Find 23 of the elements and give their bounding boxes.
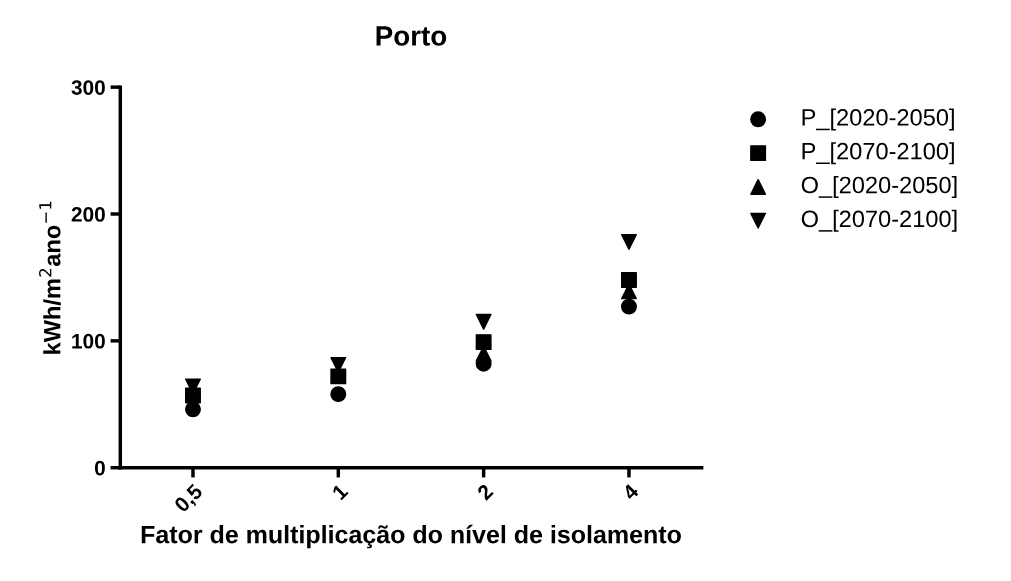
x-tick-label: 2	[476, 483, 494, 501]
y-tick-label: 0	[94, 460, 105, 476]
x-axis-title: Fator de multiplicação do nível de isolamento	[141, 524, 681, 549]
x-tick-label: 1	[331, 483, 349, 501]
y-axis-title: kWh/m$^{2}$ano$^{−1}$	[39, 201, 61, 354]
point	[620, 271, 637, 288]
y-tick-label: 300	[71, 80, 105, 95]
x-tick-label: 4	[621, 482, 640, 501]
y-tick-label: 100	[72, 333, 105, 349]
legend-label: P_[2020-2050]	[802, 108, 954, 131]
chart-title: Porto	[376, 26, 447, 46]
legend-label: O_[2070-2100]	[801, 209, 957, 232]
legend-label: P_[2070-2100]	[802, 142, 954, 165]
point	[620, 233, 637, 250]
point	[475, 313, 492, 330]
y-tick-label: 200	[71, 207, 105, 222]
point	[475, 334, 492, 351]
point	[184, 401, 201, 418]
x-tick-label: 0,5	[173, 483, 206, 516]
point	[620, 298, 637, 315]
legend-label: O_[2020-2050]	[801, 176, 957, 199]
point	[330, 386, 347, 403]
point	[330, 368, 347, 385]
